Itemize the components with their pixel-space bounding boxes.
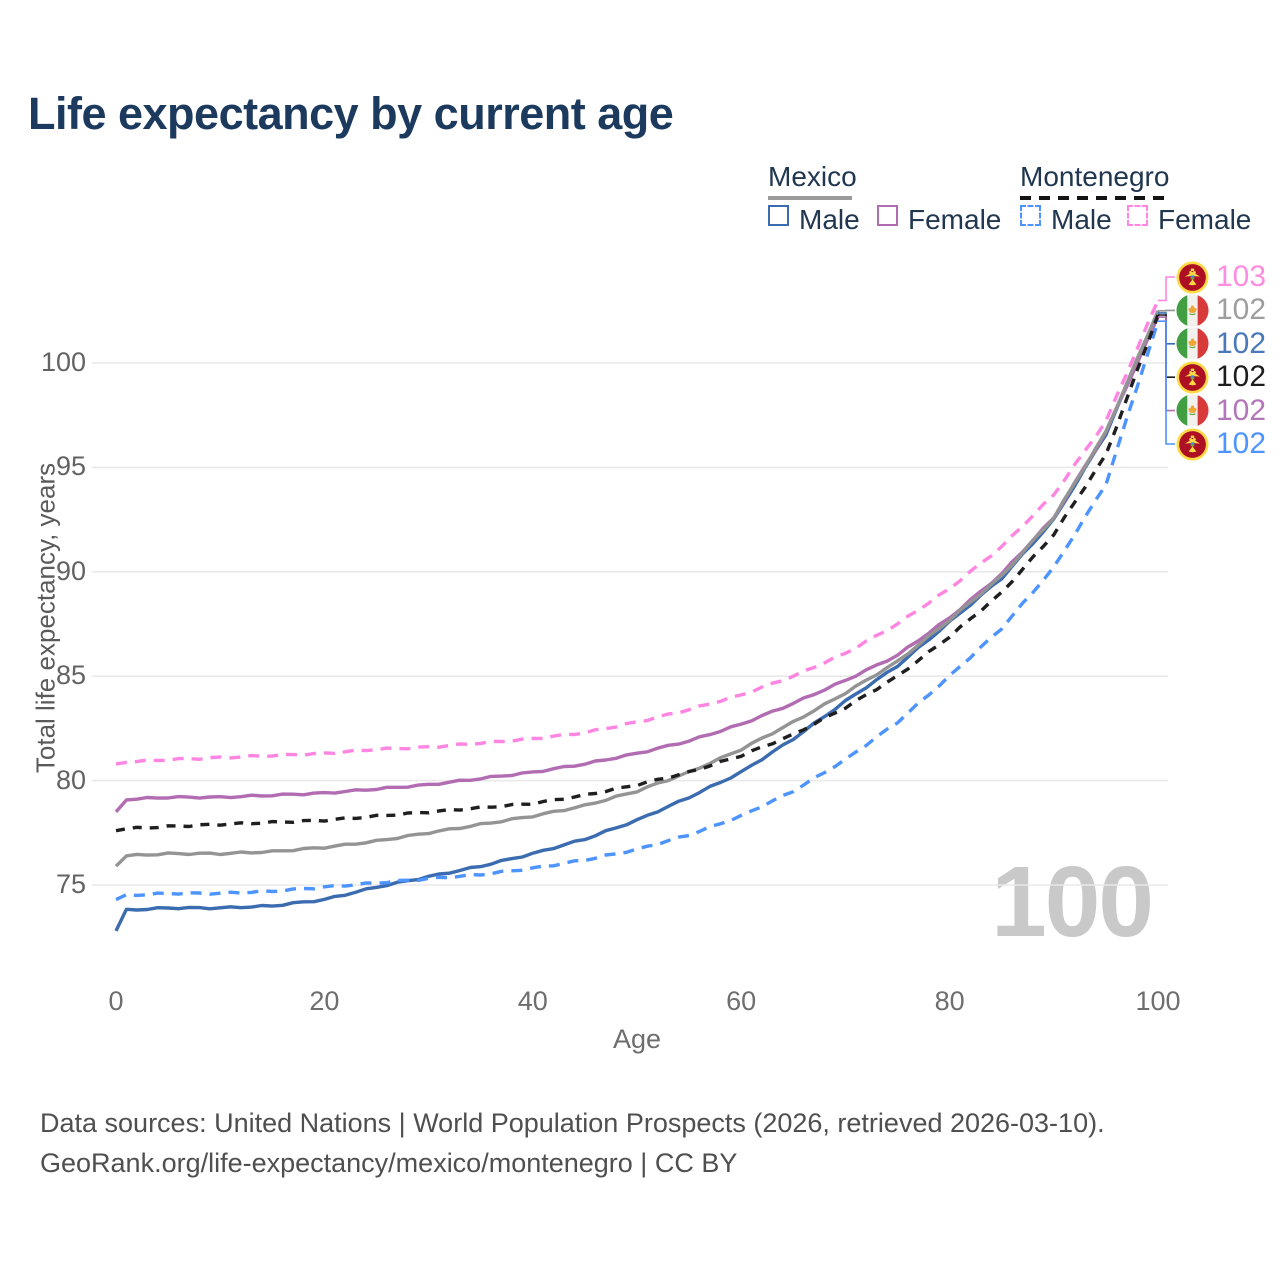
- x-tick-60: 60: [726, 986, 757, 1016]
- montenegro-flag-icon: [1176, 260, 1209, 294]
- end-label-value: 102: [1216, 293, 1267, 327]
- data-sources-note: Data sources: United Nations | World Pop…: [40, 1108, 1105, 1138]
- series-line-montenegro-male[interactable]: [115, 320, 1160, 902]
- x-tick-0: 0: [108, 986, 124, 1016]
- end-label-montenegro-both-sexes[interactable]: 102: [1176, 360, 1266, 394]
- y-tick-85: 85: [55, 660, 86, 691]
- mexico-flag-icon: [1176, 394, 1209, 427]
- legend-mexico-line-sample: [768, 196, 852, 200]
- legend-montenegro-line-sample: [1020, 196, 1165, 200]
- attribution-link[interactable]: GeoRank.org/life-expectancy/mexico/monte…: [40, 1148, 738, 1178]
- y-tick-90: 90: [55, 555, 86, 586]
- mexico-flag-icon: [1176, 294, 1209, 327]
- end-label-value: 103: [1216, 260, 1267, 293]
- end-label-value: 102: [1216, 360, 1267, 394]
- end-label-montenegro-female[interactable]: 103: [1176, 260, 1266, 294]
- legend-label-montenegro-female[interactable]: Female: [1158, 204, 1252, 235]
- montenegro-flag-icon: [1176, 427, 1209, 461]
- leader-line-montenegro-female: [1158, 276, 1175, 302]
- end-label-value: 102: [1216, 326, 1267, 360]
- current-age-watermark: 100: [991, 846, 1154, 958]
- end-label-value: 102: [1216, 427, 1267, 460]
- y-tick-80: 80: [55, 764, 86, 795]
- x-tick-100: 100: [1135, 986, 1181, 1016]
- end-label-mexico-male[interactable]: 102: [1176, 327, 1266, 361]
- end-label-mexico-female[interactable]: 102: [1176, 394, 1266, 428]
- end-label-montenegro-male[interactable]: 102: [1176, 427, 1266, 461]
- legend-label-montenegro-male[interactable]: Male: [1051, 204, 1112, 235]
- legend-swatch-mexico-male[interactable]: [768, 205, 789, 226]
- y-tick-100: 100: [40, 347, 86, 377]
- legend-swatch-montenegro-male[interactable]: [1020, 205, 1041, 226]
- legend-group-mexico[interactable]: Mexico: [768, 161, 857, 192]
- x-tick-20: 20: [309, 986, 340, 1016]
- series-line-mexico-female[interactable]: [114, 316, 1160, 814]
- x-tick-40: 40: [517, 986, 548, 1016]
- legend-group-montenegro[interactable]: Montenegro: [1020, 161, 1170, 192]
- series-line-montenegro-both-sexes[interactable]: [115, 314, 1160, 833]
- montenegro-flag-icon: [1176, 361, 1209, 394]
- legend-swatch-montenegro-female[interactable]: [1127, 205, 1148, 226]
- mexico-flag-icon: [1176, 327, 1209, 360]
- end-label-mexico-both-sexes[interactable]: 102: [1176, 293, 1266, 327]
- end-label-value: 102: [1216, 393, 1267, 427]
- page-title: Life expectancy by current age: [28, 88, 674, 139]
- legend-label-mexico-female[interactable]: Female: [908, 204, 1002, 235]
- series-line-mexico-both-sexes[interactable]: [114, 310, 1160, 868]
- legend-swatch-mexico-female[interactable]: [877, 205, 898, 226]
- y-tick-95: 95: [55, 451, 86, 482]
- series-line-montenegro-female[interactable]: [115, 299, 1160, 766]
- x-tick-80: 80: [934, 986, 965, 1016]
- series-line-mexico-male[interactable]: [114, 312, 1160, 932]
- legend-label-mexico-male[interactable]: Male: [799, 204, 860, 235]
- y-axis-title: Total life expectancy, years: [30, 462, 61, 774]
- y-tick-75: 75: [55, 869, 86, 899]
- x-axis-title: Age: [612, 1024, 662, 1054]
- leader-line-montenegro-male: [1158, 320, 1175, 445]
